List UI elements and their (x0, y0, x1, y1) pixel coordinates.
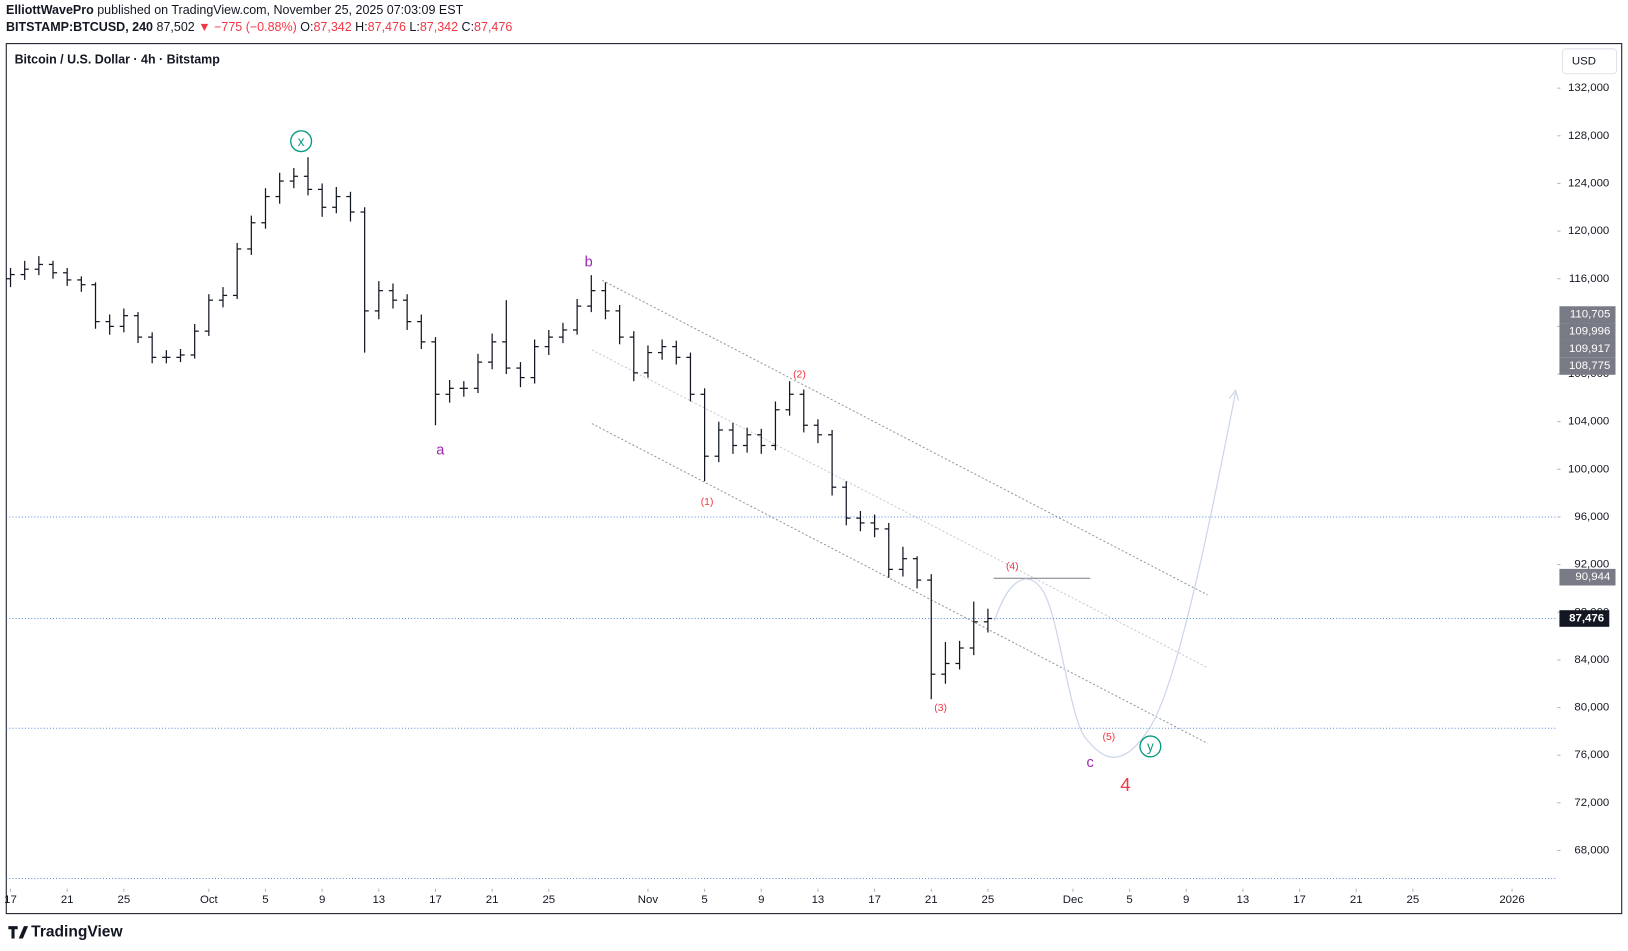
wave-label: (2) (793, 370, 806, 381)
published: published on TradingView.com, November 2… (97, 3, 464, 17)
price-tag: 110,705 (1570, 309, 1610, 321)
publish-line: ElliottWavePro published on TradingView.… (6, 2, 512, 19)
channel-lower (591, 423, 1208, 744)
x-tick-label: 17 (1293, 894, 1306, 906)
x-tick-label: 5 (262, 894, 268, 906)
currency: USD (1572, 55, 1596, 67)
last: 87,502 (156, 20, 195, 34)
y-tick-label: 132,000 (1568, 82, 1609, 94)
wave-label: 4 (1120, 774, 1130, 795)
y-tick-label: 128,000 (1568, 130, 1609, 142)
wave-label: y (1147, 739, 1154, 754)
y-tick-label: 80,000 (1574, 702, 1609, 714)
wave-label: (1) (701, 497, 714, 508)
x-tick-label: Dec (1063, 894, 1084, 906)
footer: TradingView (8, 923, 123, 940)
price-tag: 108,775 (1569, 360, 1610, 372)
h-label: H: (355, 20, 368, 34)
channel-middle (591, 349, 1208, 669)
wave-label: (4) (1006, 562, 1019, 573)
target-tag: 90,944 (1575, 571, 1611, 583)
price-line-label: 87,476 (1569, 613, 1604, 625)
x-tick-label: 25 (982, 894, 995, 906)
wave-label: (5) (1103, 732, 1116, 743)
x-tick-label: 21 (1350, 894, 1363, 906)
close: 87,476 (474, 20, 513, 34)
x-tick-label: 2026 (1499, 894, 1524, 906)
l-label: L: (409, 20, 420, 34)
chart-title: Bitcoin / U.S. Dollar · 4h · Bitstamp (15, 52, 221, 66)
x-tick-label: 9 (319, 894, 325, 906)
y-tick-label: 100,000 (1568, 463, 1609, 475)
y-tick-label: 84,000 (1574, 654, 1609, 666)
chart-frame (5, 43, 1623, 915)
y-tick-label: 124,000 (1568, 177, 1609, 189)
annotation-circle (290, 130, 313, 153)
x-tick-label: 21 (486, 894, 499, 906)
x-tick-label: 17 (429, 894, 442, 906)
wave-label: (3) (934, 703, 947, 714)
brand-logo (8, 926, 29, 939)
y-tick-label: 76,000 (1574, 749, 1609, 761)
x-tick-label: 17 (4, 894, 17, 906)
price-tag-box (1559, 306, 1616, 324)
price-line-box (1559, 610, 1610, 627)
publisher[interactable]: ElliottWavePro (6, 3, 94, 17)
channel (591, 279, 1208, 744)
x-tick-label: Oct (200, 894, 219, 906)
price-tag-box (1559, 357, 1616, 375)
channel-upper (601, 279, 1208, 596)
price-tag: 109,917 (1569, 343, 1610, 355)
brand[interactable]: TradingView (31, 923, 123, 940)
y-tick-label: 68,000 (1574, 845, 1609, 857)
low: 87,342 (419, 20, 459, 34)
y-tick-label: 104,000 (1568, 416, 1609, 428)
header: ElliottWavePro published on TradingView.… (6, 2, 512, 36)
high: 87,476 (367, 20, 406, 34)
x-tick-label: 25 (542, 894, 555, 906)
x-tick-label: 13 (372, 894, 385, 906)
c-label: C: (461, 20, 475, 34)
y-tick-label: 120,000 (1568, 225, 1609, 237)
open: 87,342 (313, 20, 352, 34)
symbol-line: BITSTAMP:BTCUSD, 240 87,502 ▼ −775 (−0.8… (6, 19, 512, 36)
y-tick-label: 116,000 (1569, 273, 1609, 285)
x-tick-label: 9 (758, 894, 764, 906)
x-tick-label: 9 (1183, 894, 1189, 906)
x-tick-label: 21 (61, 894, 74, 906)
y-tick-label: 72,000 (1574, 797, 1609, 809)
y-tick-label: 96,000 (1574, 511, 1609, 523)
wave-label: a (436, 442, 445, 458)
projection-path (994, 392, 1237, 758)
price-tag-box (1559, 340, 1616, 358)
price-tag-box (1559, 323, 1616, 341)
x-tick-label: 21 (925, 894, 938, 906)
x-tick-label: 13 (1237, 894, 1250, 906)
x-tick-label: 25 (118, 894, 131, 906)
x-tick-label: 5 (701, 894, 707, 906)
currency-box[interactable] (1562, 48, 1618, 75)
price-tag: 109,996 (1569, 326, 1610, 338)
x-tick-label: 5 (1126, 894, 1132, 906)
x-tick-label: 13 (812, 894, 825, 906)
symbol: BITSTAMP:BTCUSD, 240 (6, 20, 154, 34)
projection-arrow (1228, 389, 1240, 401)
annotation-circle (1139, 735, 1162, 758)
x-tick-label: 25 (1407, 894, 1420, 906)
change: ▼ −775 (−0.88%) (198, 20, 297, 34)
x-tick-label: Nov (638, 894, 659, 906)
x-tick-label: 17 (868, 894, 881, 906)
y-tick-label: 92,000 (1574, 559, 1609, 571)
target-tag-box (1559, 568, 1616, 586)
wave-label: c (1087, 755, 1094, 771)
wave-label: x (298, 134, 305, 149)
o-label: O: (300, 20, 314, 34)
wave-label: b (585, 255, 593, 271)
